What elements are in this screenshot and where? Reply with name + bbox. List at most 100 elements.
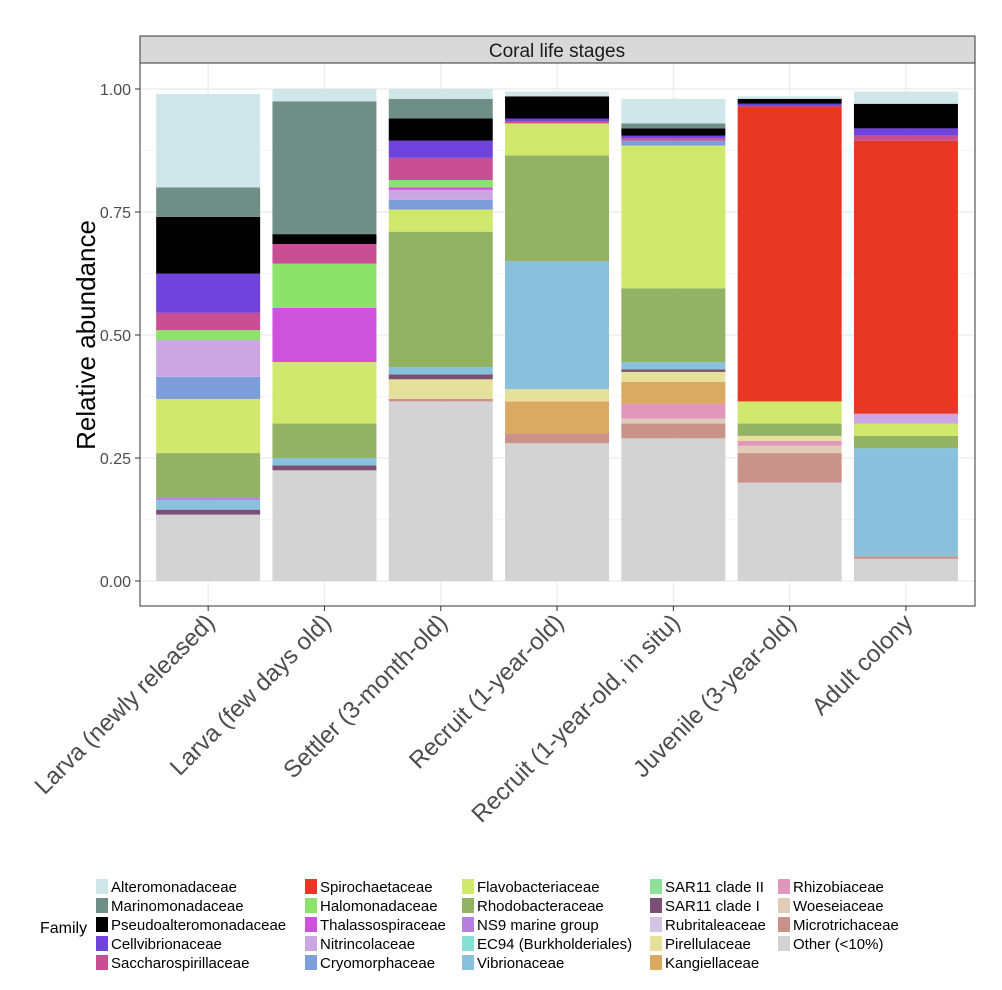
bar-segment-rhodobacteraceae (272, 423, 377, 458)
bar-segment-rhodobacteraceae (388, 231, 493, 367)
legend-swatch (650, 936, 662, 951)
bar-segment-marinomonadaceae (621, 123, 726, 129)
legend-label: Pirellulaceae (665, 936, 751, 953)
bar-segment-pseudoalteromonadaceae (156, 216, 261, 274)
y-tick-label: 0.50 (100, 328, 131, 345)
bar-segment-flavobacteriaceae (621, 145, 726, 289)
bar-segment-alteromonadaceae (388, 89, 493, 99)
legend-label: Halomonadaceae (320, 898, 438, 915)
bar-segment-kangiellaceae (621, 381, 726, 404)
legend-label: Nitrincolaceae (320, 936, 415, 953)
y-tick-label: 0.25 (100, 451, 131, 468)
bar-segment-cellvibrionaceae (505, 118, 610, 121)
bars (156, 89, 958, 581)
bar-segment-pseudoalteromonadaceae (505, 96, 610, 119)
legend-swatch (778, 898, 790, 913)
bar-segment-nitrincolaceae (853, 413, 958, 424)
bar-segment-flavobacteriaceae (272, 362, 377, 424)
bar-segment-rhodobacteraceae (853, 435, 958, 449)
bar-segment-other-10 (272, 470, 377, 581)
legend-entry-vibrionaceae: Vibrionaceae (462, 955, 564, 972)
y-tick-label: 0.75 (100, 205, 131, 222)
legend-swatch (96, 917, 108, 932)
legend-swatch (650, 879, 662, 894)
bar-segment-saccharospirillaceae (156, 312, 261, 331)
legend-label: NS9 marine group (477, 917, 599, 934)
legend-label: EC94 (Burkholderiales) (477, 936, 632, 953)
legend-entry-rhizobiaceae: Rhizobiaceae (778, 879, 884, 896)
legend-swatch (305, 879, 317, 894)
bar-segment-saccharospirillaceae (272, 243, 377, 264)
bar-segment-rhodobacteraceae (156, 453, 261, 498)
bar-segment-halomonadaceae (388, 180, 493, 188)
bar-segment-saccharospirillaceae (388, 157, 493, 181)
legend-swatch (305, 955, 317, 970)
bar-segment-nitrincolaceae (388, 189, 493, 200)
bar-segment-cellvibrionaceae (621, 135, 726, 139)
legend-swatch (778, 936, 790, 951)
bar-segment-vibrionaceae (272, 458, 377, 466)
legend-swatch (96, 955, 108, 970)
legend-label: Vibrionaceae (477, 955, 564, 972)
legend-label: Spirochaetaceae (320, 879, 433, 896)
bar-segment-pirellulaceae (505, 389, 610, 402)
bar-segment-saccharospirillaceae (621, 138, 726, 141)
legend-label: Rubritaleaceae (665, 917, 766, 934)
bar-segment-alteromonadaceae (621, 98, 726, 124)
bar-segment-kangiellaceae (505, 401, 610, 434)
legend-swatch (305, 898, 317, 913)
legend-entry-nitrincolaceae: Nitrincolaceae (305, 936, 415, 953)
bar-segment-cellvibrionaceae (737, 103, 842, 107)
bar-segment-flavobacteriaceae (737, 401, 842, 424)
bar-segment-ns9-marine-group (156, 497, 261, 500)
legend-label: Other (<10%) (793, 936, 883, 953)
legend-entry-woeseiaceae: Woeseiaceae (778, 898, 884, 915)
bar-segment-halomonadaceae (156, 330, 261, 340)
bar-segment-vibrionaceae (621, 362, 726, 370)
legend-entry-sar11-clade-ii: SAR11 clade II (650, 879, 764, 896)
bar-segment-other-10 (737, 482, 842, 581)
legend-label: Rhodobacteraceae (477, 898, 604, 915)
legend-entry-pseudoalteromonadaceae: Pseudoalteromonadaceae (96, 917, 286, 934)
legend-label: Microtrichaceae (793, 917, 899, 934)
bar-segment-sar11-clade-i (388, 374, 493, 380)
bar-segment-flavobacteriaceae (853, 423, 958, 436)
bar-segment-marinomonadaceae (272, 101, 377, 235)
bar-segment-woeseiaceae (621, 418, 726, 424)
bar-segment-spirochaetaceae (737, 106, 842, 402)
legend-swatch (96, 936, 108, 951)
legend-entry-cellvibrionaceae: Cellvibrionaceae (96, 936, 222, 953)
bar-segment-other-10 (853, 558, 958, 581)
bar-segment-pirellulaceae (621, 371, 726, 382)
legend-swatch (96, 898, 108, 913)
legend-entry-pirellulaceae: Pirellulaceae (650, 936, 751, 953)
legend-title: Family (40, 920, 87, 937)
bar-segment-microtrichaceae (853, 556, 958, 559)
bar-segment-saccharospirillaceae (505, 120, 610, 124)
legend-entry-flavobacteriaceae: Flavobacteriaceae (462, 879, 600, 896)
legend-swatch (462, 917, 474, 932)
legend-entry-microtrichaceae: Microtrichaceae (778, 917, 899, 934)
bar-segment-flavobacteriaceae (156, 398, 261, 454)
legend-swatch (462, 879, 474, 894)
bar-segment-other-10 (505, 443, 610, 581)
legend-label: SAR11 clade II (665, 879, 764, 896)
legend-swatch (778, 917, 790, 932)
bar-segment-microtrichaceae (737, 453, 842, 483)
legend-swatch (462, 955, 474, 970)
bar-segment-alteromonadaceae (505, 91, 610, 97)
bar-segment-vibrionaceae (156, 499, 261, 510)
bar-segment-alteromonadaceae (737, 96, 842, 99)
bar-segment-sar11-clade-i (621, 369, 726, 372)
legend-swatch (650, 955, 662, 970)
bar-segment-pirellulaceae (388, 379, 493, 399)
legend: Family Alteromonadaceae Marinomonadaceae P… (40, 879, 899, 972)
legend-swatch (778, 879, 790, 894)
bar-segment-flavobacteriaceae (505, 123, 610, 156)
legend-label: Woeseiaceae (793, 898, 884, 915)
bar-segment-cryomorphaceae (621, 140, 726, 146)
bar-segment-pseudoalteromonadaceae (272, 234, 377, 244)
legend-label: Cryomorphaceae (320, 955, 435, 972)
bar-segment-pseudoalteromonadaceae (853, 103, 958, 129)
legend-entry-saccharospirillaceae: Saccharospirillaceae (96, 955, 249, 972)
